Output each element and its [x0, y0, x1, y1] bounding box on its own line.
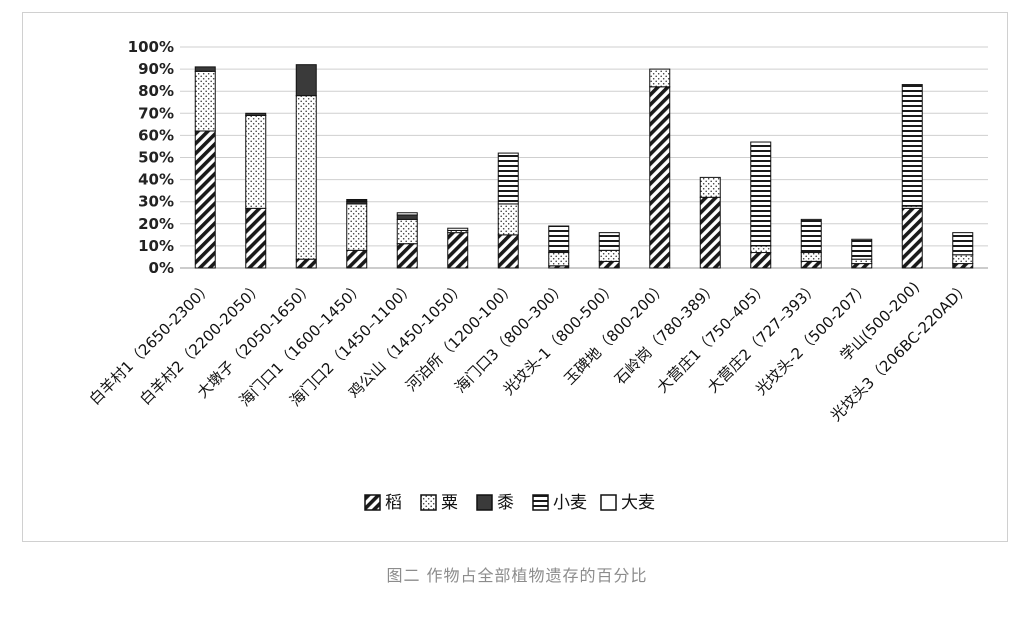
stacked-bar-chart: 0%10%20%30%40%50%60%70%80%90%100%白羊村1（26… — [86, 38, 988, 513]
bar-stack — [750, 141, 772, 269]
bar-segment-dots — [548, 252, 570, 267]
bar-segment-horizontal-lines — [750, 141, 772, 247]
bar-segment-diagonal-hatch — [245, 207, 267, 269]
bar-stack — [447, 227, 469, 269]
bar-segment-dots — [346, 203, 368, 251]
bar-stack — [346, 198, 368, 269]
legend-swatch — [600, 494, 617, 511]
bar-segment-dots — [699, 176, 721, 198]
bar-segment-horizontal-lines — [851, 238, 873, 260]
y-tick-label: 0% — [149, 259, 174, 277]
y-tick-label: 60% — [138, 126, 174, 144]
y-tick-label: 100% — [128, 38, 174, 56]
bar-stack — [901, 84, 923, 269]
bar-stack — [295, 64, 317, 269]
bar-segment-diagonal-hatch — [750, 252, 772, 269]
bar-segment-dots — [194, 70, 216, 132]
bar-segment-dots — [952, 254, 974, 265]
y-tick-label: 70% — [138, 104, 174, 122]
bar-segment-horizontal-lines — [901, 84, 923, 207]
bar-segment-diagonal-hatch — [194, 130, 216, 269]
legend-item: 黍 — [476, 493, 514, 513]
bar-stack — [800, 218, 822, 269]
bar-segment-horizontal-lines — [800, 218, 822, 254]
legend-swatch — [532, 494, 549, 511]
bar-segment-dots — [649, 68, 671, 88]
bar-segment-solid-dark — [194, 66, 216, 72]
legend-swatch — [420, 494, 437, 511]
bar-segment-solid-dark — [295, 64, 317, 97]
legend-label: 粟 — [441, 493, 458, 513]
y-tick-label: 20% — [138, 215, 174, 233]
bar-segment-diagonal-hatch — [295, 258, 317, 269]
bar-stack — [699, 176, 721, 269]
bar-segment-horizontal-lines — [447, 227, 469, 231]
bar-segment-diagonal-hatch — [598, 260, 620, 269]
bar-segment-dots — [598, 249, 620, 262]
bar-segment-dots — [851, 258, 873, 265]
bar-segment-solid-dark — [245, 112, 267, 117]
bar-segment-horizontal-lines — [497, 152, 519, 205]
y-tick-label: 40% — [138, 171, 174, 189]
bar-segment-diagonal-hatch — [800, 260, 822, 269]
bar-segment-diagonal-hatch — [851, 263, 873, 269]
bar-stack — [194, 66, 216, 269]
bar-segment-diagonal-hatch — [699, 196, 721, 269]
bar-segment-dots — [245, 115, 267, 209]
bar-segment-diagonal-hatch — [346, 249, 368, 269]
bar-stack — [245, 112, 267, 269]
bar-segment-diagonal-hatch — [649, 86, 671, 269]
legend-label: 大麦 — [621, 493, 655, 513]
legend-item: 稻 — [364, 493, 402, 513]
bar-segment-diagonal-hatch — [497, 234, 519, 269]
bar-stack — [598, 232, 620, 269]
legend-label: 小麦 — [553, 493, 587, 513]
bar-stack — [396, 212, 418, 269]
bar-segment-dots — [750, 245, 772, 254]
legend-item: 粟 — [420, 493, 458, 513]
figure-caption: 图二 作物占全部植物遗存的百分比 — [386, 566, 648, 585]
y-tick-label: 30% — [138, 193, 174, 211]
y-tick-label: 90% — [138, 60, 174, 78]
bar-segment-solid-dark — [396, 214, 418, 220]
y-tick-label: 10% — [138, 237, 174, 255]
bar-segment-dots — [396, 218, 418, 245]
bar-segment-horizontal-lines — [598, 232, 620, 251]
legend-label: 黍 — [497, 493, 514, 513]
bar-stack — [497, 152, 519, 269]
legend-swatch — [364, 494, 381, 511]
bar-stack — [952, 232, 974, 269]
bar-segment-diagonal-hatch — [396, 243, 418, 269]
y-tick-label: 50% — [138, 149, 174, 167]
y-tick-label: 80% — [138, 82, 174, 100]
bar-segment-diagonal-hatch — [901, 207, 923, 269]
figure-frame — [22, 12, 1008, 542]
bar-segment-horizontal-lines — [548, 225, 570, 254]
bar-segment-diagonal-hatch — [952, 263, 974, 269]
legend-item: 大麦 — [600, 493, 655, 513]
bar-segment-dots — [295, 95, 317, 260]
legend-swatch — [476, 494, 493, 511]
bar-stack — [548, 225, 570, 269]
bar-segment-dots — [800, 252, 822, 262]
legend-item: 小麦 — [532, 493, 587, 513]
bar-segment-dots — [497, 203, 519, 236]
bar-stack — [851, 238, 873, 269]
bar-segment-diagonal-hatch — [447, 232, 469, 269]
legend-label: 稻 — [385, 493, 402, 513]
bar-segment-horizontal-lines — [396, 212, 418, 216]
bar-segment-horizontal-lines — [952, 232, 974, 256]
bar-stack — [649, 68, 671, 269]
bar-segment-horizontal-lines — [346, 198, 368, 203]
